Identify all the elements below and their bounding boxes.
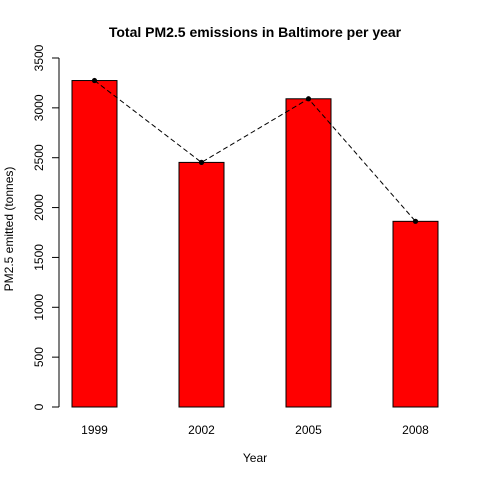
bar-2005 <box>286 99 331 407</box>
x-tick-label: 2005 <box>295 423 322 437</box>
y-axis-label: PM2.5 emitted (tonnes) <box>2 167 16 292</box>
y-tick-label: 2500 <box>32 144 46 171</box>
x-tick-label: 2008 <box>402 423 429 437</box>
bar-2008 <box>393 221 438 407</box>
y-tick-label: 3000 <box>32 94 46 121</box>
trend-line <box>95 81 416 222</box>
trend-line-group <box>92 78 418 224</box>
y-tick-label: 2000 <box>32 194 46 221</box>
x-tick-label: 2002 <box>188 423 215 437</box>
y-tick-label: 1500 <box>32 244 46 271</box>
bar-1999 <box>72 81 117 407</box>
trend-point-1999 <box>92 78 97 83</box>
bars-group <box>72 81 438 407</box>
y-tick-label: 1000 <box>32 294 46 321</box>
bar-2002 <box>179 162 224 407</box>
y-tick-label: 3500 <box>32 44 46 71</box>
x-axis-label: Year <box>243 451 267 465</box>
chart-title: Total PM2.5 emissions in Baltimore per y… <box>109 24 402 40</box>
x-tick-label: 1999 <box>81 423 108 437</box>
trend-point-2008 <box>413 219 418 224</box>
trend-point-2005 <box>306 96 311 101</box>
y-axis: 0 500 1000 1500 2000 2500 3000 3500 <box>32 44 59 410</box>
y-tick-label: 500 <box>32 347 46 367</box>
y-tick-label: 0 <box>32 403 46 410</box>
x-tick-labels: 1999 2002 2005 2008 <box>81 423 429 437</box>
trend-point-2002 <box>199 160 204 165</box>
